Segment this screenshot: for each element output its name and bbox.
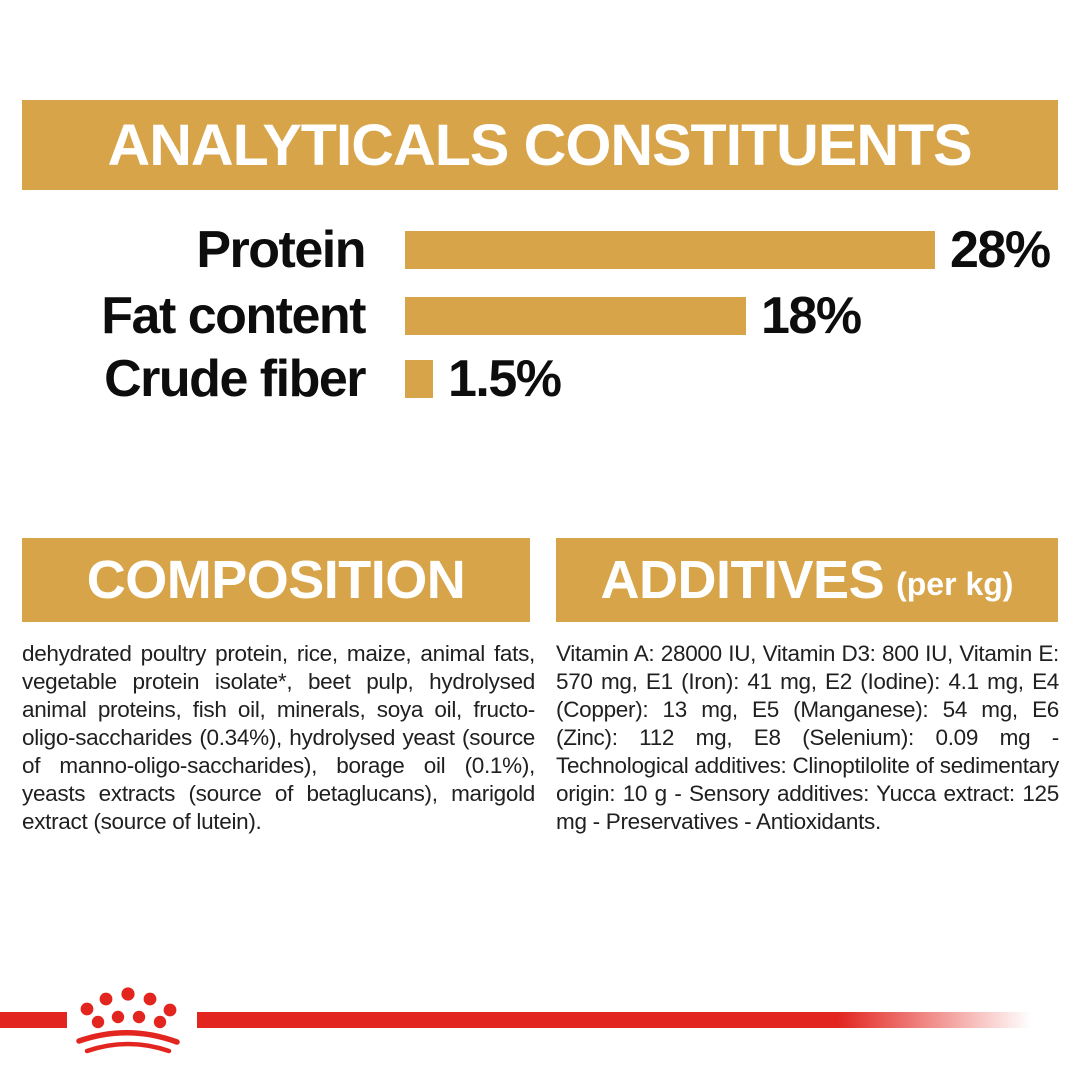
- bar-value: 18%: [761, 287, 862, 345]
- footer-red-line-right: [197, 1012, 1040, 1028]
- bar-label: Fat content: [101, 287, 366, 345]
- analyticals-header-band: ANALYTICALS CONSTITUENTS: [22, 100, 1058, 190]
- crown-dots: [80, 987, 177, 1029]
- chart-row-protein: Protein 28%: [0, 221, 1080, 279]
- additives-header-band: ADDITIVES (per kg): [556, 538, 1058, 622]
- composition-header-band: COMPOSITION: [22, 538, 530, 622]
- additives-per-kg-note: (per kg): [896, 565, 1014, 602]
- bar-value: 28%: [950, 221, 1051, 279]
- royal-canin-crown-icon: [76, 987, 180, 1054]
- chart-row-crude-fiber: Crude fiber 1.5%: [0, 350, 1080, 408]
- footer-red-line-left: [0, 1012, 67, 1028]
- additives-body-text: Vitamin A: 28000 IU, Vitamin D3: 800 IU,…: [556, 641, 1059, 834]
- bar-label: Protein: [196, 221, 366, 279]
- composition-body-text: dehydrated poultry protein, rice, maize,…: [22, 641, 535, 834]
- crown-arcs: [76, 1030, 180, 1054]
- bar-crude-fiber: [405, 360, 433, 398]
- bar-value: 1.5%: [448, 350, 562, 408]
- bar-label: Crude fiber: [104, 350, 366, 408]
- bar-fat-content: [405, 297, 746, 335]
- composition-title: COMPOSITION: [86, 550, 466, 610]
- chart-row-fat-content: Fat content 18%: [0, 287, 1080, 345]
- bar-protein: [405, 231, 935, 269]
- additives-title: ADDITIVES: [600, 550, 885, 610]
- analyticals-title: ANALYTICALS CONSTITUENTS: [107, 112, 973, 178]
